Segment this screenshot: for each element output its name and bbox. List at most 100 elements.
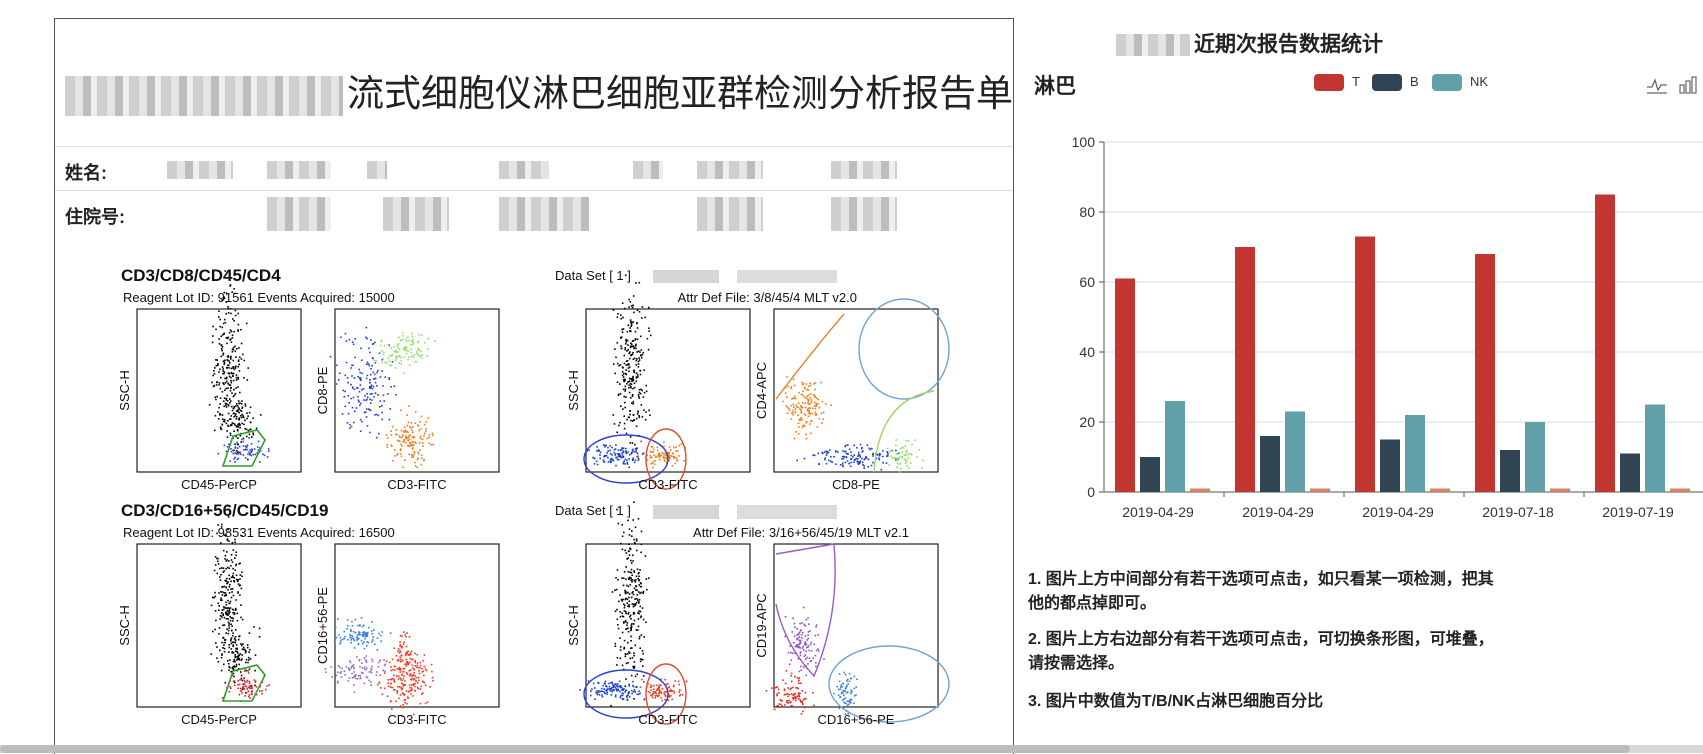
line-chart-icon[interactable] [1646, 74, 1668, 96]
event-dot [225, 607, 228, 609]
event-dot [222, 354, 224, 356]
event-dot [393, 385, 396, 387]
event-dot [579, 689, 581, 691]
event-dot [226, 566, 229, 569]
event-dot [630, 320, 632, 323]
event-dot [784, 392, 787, 394]
event-dot [614, 372, 616, 375]
event-dot [250, 428, 252, 431]
event-dot [797, 406, 799, 409]
horizontal-scrollbar[interactable] [0, 745, 1703, 753]
event-dot [363, 657, 366, 659]
event-dot [800, 713, 803, 715]
event-dot [354, 618, 357, 621]
event-dot [238, 347, 240, 349]
event-dot [628, 391, 631, 394]
event-dot [227, 589, 229, 591]
event-dot [825, 462, 828, 465]
event-dot [432, 434, 434, 437]
event-dot [609, 688, 612, 690]
event-dot [619, 696, 622, 699]
event-dot [653, 463, 656, 466]
event-dot [637, 693, 640, 696]
event-dot [421, 668, 423, 670]
event-dot [376, 637, 379, 639]
event-dot [650, 451, 653, 453]
event-dot [348, 338, 351, 341]
event-dot [214, 367, 216, 369]
event-dot [375, 436, 378, 439]
event-dot [336, 682, 339, 684]
event-dot [839, 696, 841, 699]
event-dot [804, 644, 806, 646]
event-dot [624, 591, 626, 594]
event-dot [410, 343, 412, 346]
event-dot [895, 444, 897, 446]
event-dot [847, 703, 850, 706]
event-dot [596, 463, 599, 466]
scrollbar-thumb[interactable] [0, 745, 1630, 753]
event-dot [620, 345, 622, 347]
event-dot [234, 681, 236, 684]
event-dot [804, 625, 807, 627]
bar-b [1500, 450, 1520, 492]
event-dot [404, 442, 407, 444]
event-dot [652, 448, 655, 451]
event-dot [213, 596, 215, 599]
event-dot [231, 422, 234, 424]
event-dot [660, 692, 663, 694]
event-dot [412, 713, 415, 716]
event-dot [391, 678, 394, 680]
event-dot [228, 443, 230, 446]
event-dot [244, 651, 247, 654]
event-dot [800, 669, 803, 672]
event-dot [239, 402, 241, 404]
event-dot [372, 636, 374, 638]
event-dot [230, 424, 232, 426]
event-dot [895, 453, 898, 456]
event-dot [633, 571, 636, 573]
event-dot [382, 358, 385, 360]
event-dot [413, 436, 416, 439]
event-dot [604, 445, 606, 447]
event-dot [603, 691, 605, 693]
event-dot [399, 671, 401, 673]
event-dot [227, 629, 230, 632]
event-dot [595, 691, 598, 694]
event-dot [238, 418, 240, 421]
event-dot [227, 359, 229, 362]
event-dot [412, 454, 415, 456]
event-dot [906, 464, 908, 467]
event-dot [643, 409, 645, 411]
redacted-field [737, 505, 837, 519]
event-dot [679, 694, 682, 696]
event-dot [224, 321, 227, 324]
event-dot [424, 702, 427, 705]
event-dot [400, 658, 402, 661]
event-dot [228, 367, 230, 369]
event-dot [395, 429, 398, 431]
event-dot [389, 364, 391, 366]
event-dot [628, 454, 631, 456]
event-dot [630, 624, 633, 626]
event-dot [848, 448, 851, 451]
event-dot [418, 442, 421, 444]
event-dot [240, 453, 242, 456]
event-dot [371, 665, 373, 668]
event-dot [646, 337, 649, 340]
event-dot [615, 456, 617, 459]
event-dot [807, 663, 809, 665]
event-dot [631, 442, 634, 444]
event-dot [628, 384, 630, 387]
event-dot [358, 390, 361, 393]
event-dot [223, 297, 226, 300]
event-dot [222, 549, 225, 552]
event-dot [814, 407, 817, 410]
bar-chart-icon[interactable] [1678, 74, 1700, 96]
event-dot [679, 689, 681, 691]
event-dot [777, 705, 779, 707]
event-dot [895, 449, 897, 452]
event-dot [410, 650, 413, 653]
event-dot [226, 607, 229, 610]
event-dot [628, 306, 630, 308]
